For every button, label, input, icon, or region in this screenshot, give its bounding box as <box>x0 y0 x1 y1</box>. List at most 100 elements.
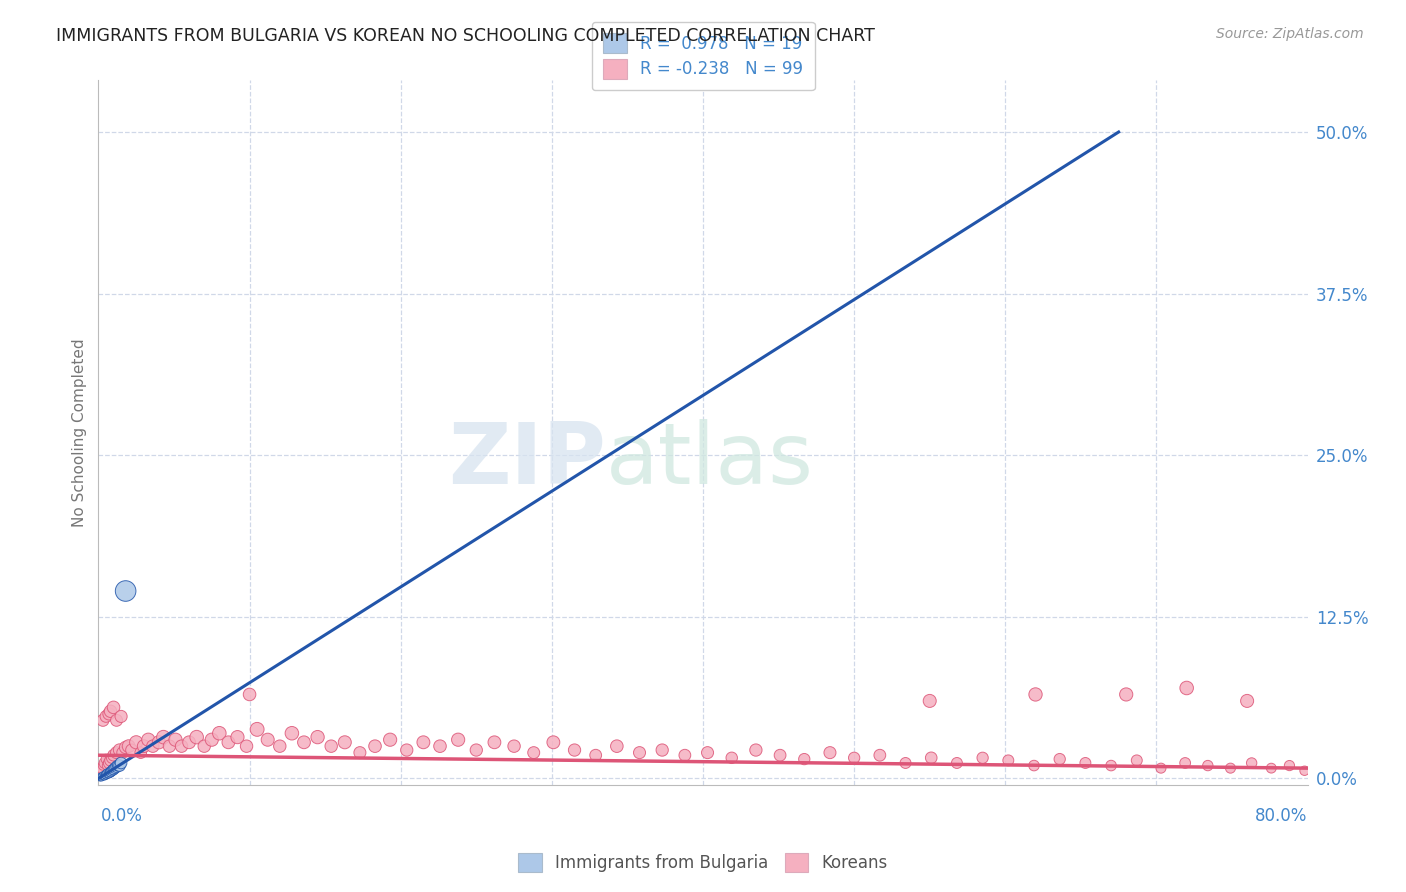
Text: IMMIGRANTS FROM BULGARIA VS KOREAN NO SCHOOLING COMPLETED CORRELATION CHART: IMMIGRANTS FROM BULGARIA VS KOREAN NO SC… <box>56 27 875 45</box>
Point <box>90 761 112 775</box>
Text: 0.0%: 0.0% <box>101 807 143 825</box>
Point <box>696 746 718 760</box>
Point <box>201 732 224 747</box>
Point <box>142 739 165 754</box>
Text: ZIP: ZIP <box>449 419 606 502</box>
Point <box>246 723 269 737</box>
Point <box>269 739 291 754</box>
Point <box>292 735 315 749</box>
Point <box>103 763 125 777</box>
Point <box>103 748 125 763</box>
Point <box>217 735 239 749</box>
Point <box>1260 761 1282 775</box>
Point <box>1150 761 1173 775</box>
Point <box>349 746 371 760</box>
Point <box>129 746 152 760</box>
Point <box>720 751 742 765</box>
Text: Source: ZipAtlas.com: Source: ZipAtlas.com <box>1216 27 1364 41</box>
Point <box>152 730 174 744</box>
Point <box>1024 688 1046 702</box>
Point <box>111 746 134 760</box>
Point <box>1240 756 1263 770</box>
Point <box>105 746 128 760</box>
Point <box>125 735 148 749</box>
Point <box>186 730 208 744</box>
Point <box>1219 761 1241 775</box>
Point <box>108 758 131 772</box>
Point <box>96 766 118 780</box>
Point <box>1022 758 1045 772</box>
Point <box>101 751 124 765</box>
Point <box>844 751 866 765</box>
Point <box>159 739 181 754</box>
Point <box>1074 756 1097 770</box>
Point <box>170 739 193 754</box>
Point <box>918 694 941 708</box>
Point <box>1099 758 1122 772</box>
Point <box>121 743 143 757</box>
Point <box>110 756 132 770</box>
Point <box>673 748 696 763</box>
Point <box>179 735 201 749</box>
Point <box>1294 764 1316 778</box>
Text: atlas: atlas <box>606 419 814 502</box>
Point <box>98 766 121 780</box>
Point <box>1126 753 1149 767</box>
Point <box>465 743 488 757</box>
Point <box>89 770 111 784</box>
Point <box>1197 758 1219 772</box>
Point <box>235 739 257 754</box>
Point <box>256 732 278 747</box>
Point <box>606 739 628 754</box>
Point <box>100 765 122 780</box>
Point <box>793 752 815 766</box>
Point <box>114 740 136 755</box>
Y-axis label: No Schooling Completed: No Schooling Completed <box>72 338 87 527</box>
Point <box>333 735 356 749</box>
Point <box>90 770 112 784</box>
Point <box>997 753 1019 767</box>
Point <box>745 743 768 757</box>
Point <box>281 726 304 740</box>
Point <box>447 732 470 747</box>
Point <box>628 746 651 760</box>
Point <box>96 758 118 772</box>
Point <box>226 730 249 744</box>
Point <box>484 735 506 749</box>
Point <box>769 748 792 763</box>
Point <box>108 743 131 757</box>
Point <box>94 709 117 723</box>
Point <box>585 748 607 763</box>
Point <box>91 758 114 772</box>
Point <box>103 700 125 714</box>
Point <box>132 739 155 754</box>
Point <box>107 758 129 772</box>
Point <box>321 739 343 754</box>
Legend: Immigrants from Bulgaria, Koreans: Immigrants from Bulgaria, Koreans <box>506 841 900 884</box>
Point <box>946 756 969 770</box>
Point <box>818 746 841 760</box>
Point <box>98 756 121 770</box>
Point <box>869 748 891 763</box>
Point <box>94 767 117 781</box>
Point <box>101 764 124 778</box>
Point <box>136 732 159 747</box>
Point <box>100 753 122 767</box>
Point <box>1175 681 1198 695</box>
Point <box>429 739 451 754</box>
Point <box>105 714 128 728</box>
Point <box>93 769 115 783</box>
Point <box>378 732 401 747</box>
Point <box>1049 752 1071 766</box>
Point <box>100 704 122 718</box>
Point <box>364 739 387 754</box>
Point <box>564 743 586 757</box>
Point <box>98 706 121 721</box>
Point <box>114 584 136 599</box>
Point <box>148 735 170 749</box>
Point <box>543 735 565 749</box>
Point <box>89 765 111 780</box>
Point <box>165 732 187 747</box>
Point <box>91 714 114 728</box>
Point <box>307 730 329 744</box>
